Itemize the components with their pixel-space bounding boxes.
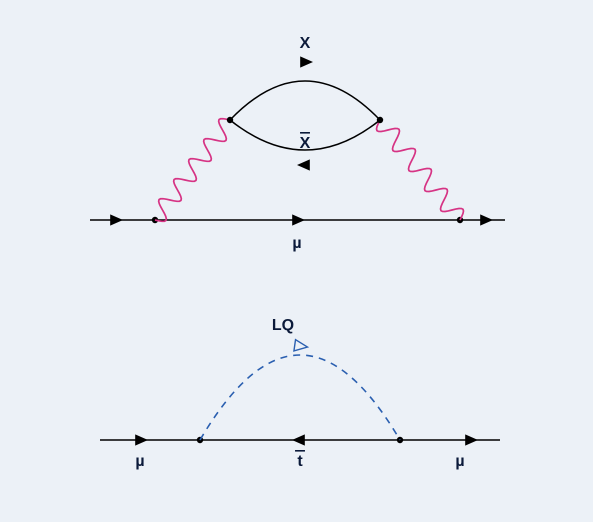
d1-label-mu: µ (292, 235, 301, 252)
d1-vertex-tl (227, 117, 233, 123)
background (0, 0, 593, 522)
d1-label-Xbar: X (300, 135, 311, 152)
d2-label-LQ: LQ (272, 317, 294, 334)
d2-label-mu-left: µ (135, 453, 144, 470)
d2-label-tbar: t (297, 453, 303, 470)
d1-vertex-tr (377, 117, 383, 123)
d1-label-X: X (300, 35, 311, 52)
d2-label-mu-right: µ (455, 453, 464, 470)
